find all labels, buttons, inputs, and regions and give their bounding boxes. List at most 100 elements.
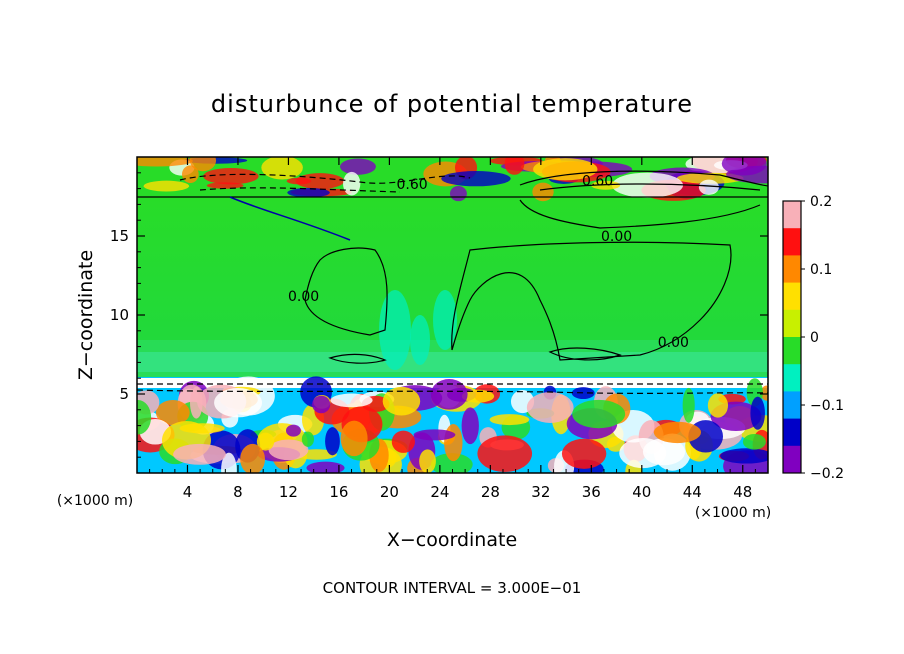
contour-label-group: 0.60 0.60 0.00 0.00 0.00 bbox=[288, 174, 689, 351]
z-tick-label: 10 bbox=[110, 306, 129, 324]
colorbar-swatch bbox=[783, 391, 801, 420]
contour-zero bbox=[328, 353, 387, 364]
contour-upper bbox=[539, 183, 761, 191]
convective-cell bbox=[707, 393, 729, 418]
upper-cell bbox=[533, 158, 598, 181]
convective-cell bbox=[256, 432, 275, 451]
x-tick-label: 32 bbox=[531, 483, 550, 501]
convective-blobs bbox=[137, 157, 768, 473]
convective-cell bbox=[306, 461, 345, 473]
convective-cell bbox=[526, 392, 574, 423]
contour-upper-dashed bbox=[199, 187, 401, 193]
convective-cell bbox=[742, 433, 766, 450]
convective-cell bbox=[286, 424, 301, 437]
convective-cell bbox=[419, 449, 436, 473]
convective-cell bbox=[155, 400, 190, 426]
contour-lines bbox=[137, 170, 768, 394]
convective-cell bbox=[221, 452, 237, 473]
colorbar-swatch bbox=[783, 445, 801, 474]
x-tick-label: 16 bbox=[329, 483, 348, 501]
x-tick-label: 44 bbox=[683, 483, 702, 501]
colorbar-swatch bbox=[783, 418, 801, 447]
contour-label: 0.60 bbox=[397, 177, 428, 193]
convective-cell bbox=[382, 386, 421, 416]
colorbar-swatch bbox=[783, 337, 801, 365]
upper-cell bbox=[441, 170, 511, 187]
plume bbox=[433, 290, 457, 350]
upper-cell bbox=[295, 173, 345, 189]
upper-cell bbox=[189, 157, 217, 172]
x-axis-label: X−coordinate bbox=[387, 529, 517, 551]
x-tick-label: 4 bbox=[183, 483, 193, 501]
upper-cell bbox=[721, 157, 767, 176]
convective-cell bbox=[561, 438, 607, 469]
contour-lower-dashed bbox=[137, 389, 768, 394]
convective-cell bbox=[477, 435, 533, 472]
x-tick-label: 20 bbox=[380, 483, 399, 501]
x-tick-label: 36 bbox=[582, 483, 601, 501]
x-tick-label: 48 bbox=[733, 483, 752, 501]
colorbar-swatch bbox=[783, 228, 801, 256]
colorbar-swatch bbox=[783, 309, 801, 338]
upper-cell bbox=[261, 157, 303, 180]
convective-cell bbox=[430, 453, 473, 473]
contour-label: 0.60 bbox=[582, 174, 613, 190]
convective-cell bbox=[461, 389, 495, 403]
x-tick-label: 28 bbox=[481, 483, 500, 501]
convective-cell bbox=[312, 395, 331, 414]
contour-ramp bbox=[229, 196, 351, 241]
convective-cell bbox=[330, 393, 373, 408]
colorbar-swatch bbox=[783, 201, 801, 229]
contour-label: 0.00 bbox=[288, 289, 319, 305]
contour-upper-dashed bbox=[179, 173, 471, 184]
convective-cell bbox=[137, 400, 152, 435]
contour-label: 0.00 bbox=[601, 229, 632, 245]
convective-cell bbox=[391, 430, 415, 453]
convective-cell bbox=[682, 387, 695, 423]
upper-cell bbox=[340, 158, 376, 175]
convective-cell bbox=[268, 439, 309, 461]
upper-cell bbox=[343, 171, 361, 196]
x-unit-label: (×1000 m) bbox=[695, 505, 771, 521]
upper-cell bbox=[143, 180, 190, 192]
contour-zero bbox=[304, 247, 388, 336]
x-tick-label: 8 bbox=[233, 483, 243, 501]
colorbar-tick-label: −0.2 bbox=[810, 466, 844, 482]
upper-cell bbox=[504, 157, 525, 175]
upper-cell bbox=[203, 168, 259, 185]
upper-cell bbox=[698, 179, 719, 195]
chart-title: disturbunce of potential temperature bbox=[211, 90, 693, 118]
upper-cell bbox=[532, 182, 554, 202]
convective-cell bbox=[214, 387, 263, 418]
colorbar-tick-label: −0.1 bbox=[810, 398, 844, 414]
x-axis: 4 8 12 16 20 24 28 32 36 40 44 48 bbox=[149, 157, 756, 501]
convective-cell bbox=[572, 399, 626, 429]
colorbar: 0.2 0.1 0 −0.1 −0.2 bbox=[782, 194, 844, 482]
upper-cell bbox=[286, 177, 312, 185]
z-unit-label: (×1000 m) bbox=[57, 493, 133, 509]
z-tick-label: 5 bbox=[119, 385, 129, 403]
convective-cell bbox=[173, 443, 226, 465]
plume bbox=[410, 315, 430, 365]
contour-zero bbox=[519, 199, 761, 229]
convective-cell bbox=[413, 429, 456, 441]
convective-cell bbox=[340, 420, 368, 457]
convective-cell bbox=[489, 414, 530, 426]
convective-cell bbox=[720, 448, 768, 464]
y-axis: 5 10 15 bbox=[110, 172, 768, 458]
contour-zero bbox=[548, 347, 622, 361]
contour-upper bbox=[519, 170, 768, 187]
convective-cell bbox=[430, 379, 468, 410]
convective-cell bbox=[444, 424, 463, 462]
convective-cell bbox=[461, 407, 479, 445]
upper-cell bbox=[287, 187, 330, 198]
x-tick-label: 40 bbox=[632, 483, 651, 501]
z-tick-label: 15 bbox=[110, 227, 129, 245]
contour-label: 0.00 bbox=[658, 335, 689, 351]
x-tick-label: 12 bbox=[279, 483, 298, 501]
upper-cell bbox=[137, 157, 193, 167]
x-tick-label: 24 bbox=[430, 483, 449, 501]
colorbar-swatch bbox=[783, 282, 801, 311]
convective-cell bbox=[301, 431, 314, 447]
convective-cell bbox=[653, 421, 702, 444]
